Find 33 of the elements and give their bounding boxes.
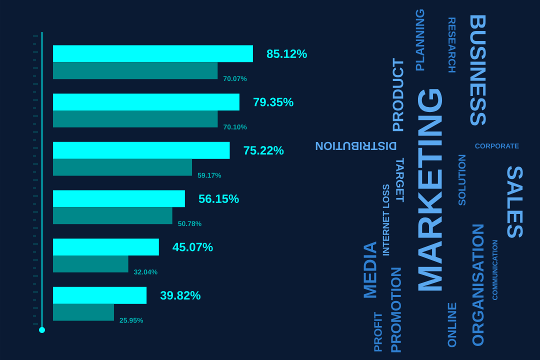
bar	[53, 142, 230, 159]
data-label: 85.12%	[266, 49, 307, 58]
text: RESEARCH	[448, 18, 456, 72]
text: PROMOTION	[391, 268, 401, 352]
text: PLANNING	[416, 9, 424, 71]
text: PRODUCT	[392, 58, 404, 132]
text: MARKETING	[418, 89, 442, 291]
data-label: 56.15%	[198, 194, 239, 203]
bar	[53, 45, 253, 62]
bar	[53, 110, 218, 128]
text: BUSINESS	[470, 15, 486, 126]
bar	[53, 207, 172, 224]
text: TARGET	[396, 158, 404, 202]
data-label: 45.07%	[172, 242, 213, 252]
bar	[53, 304, 114, 321]
bar	[53, 94, 240, 111]
text: SOLUTION	[458, 154, 466, 206]
text: MEDIA	[364, 241, 376, 298]
bar	[53, 62, 218, 80]
data-label: 79.35%	[253, 98, 294, 106]
text: ONLINE	[448, 302, 456, 348]
data-label: 39.82%	[160, 291, 200, 300]
bar	[53, 256, 128, 272]
text: DISTRIBUTION	[316, 142, 396, 150]
bar	[53, 190, 185, 208]
bar	[53, 158, 192, 176]
text: INTERNET LOSS	[382, 184, 390, 256]
text: PROFIT	[374, 312, 382, 352]
text: ORGANISATION	[472, 224, 484, 346]
data-label: 75.22%	[244, 146, 284, 155]
text: SALES	[507, 166, 523, 238]
bar	[53, 286, 147, 304]
bar	[53, 238, 159, 256]
